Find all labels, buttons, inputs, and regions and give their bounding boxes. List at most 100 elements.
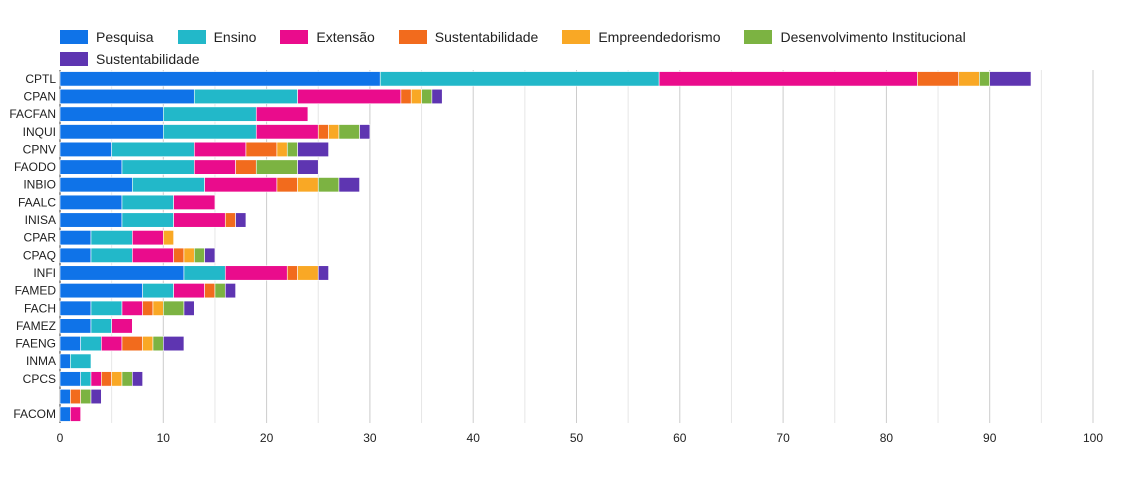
bar-segment [90, 300, 123, 316]
bar-segment [59, 265, 185, 281]
bar-segment [59, 353, 71, 369]
bar-segment [59, 212, 123, 228]
bar-segment [111, 371, 123, 387]
x-tick-label: 60 [673, 431, 687, 445]
bar-segment [59, 71, 381, 87]
bar-segment [317, 124, 329, 140]
bar-segment [121, 194, 174, 210]
bar-segment [90, 318, 112, 334]
bar-segment [101, 336, 123, 352]
bar-segment [80, 371, 92, 387]
bar-segment [297, 177, 319, 193]
x-tick-label: 0 [57, 431, 64, 445]
legend-label: Extensão [316, 29, 375, 45]
category-label: INISA [25, 213, 56, 227]
bar-segment [142, 283, 174, 299]
bar-segment [59, 177, 133, 193]
x-tick-label: 50 [570, 431, 584, 445]
bar-segment [421, 88, 433, 105]
bar-segment [70, 406, 81, 422]
bar-segment [132, 247, 174, 263]
bar-segment [235, 159, 257, 175]
legend-item[interactable]: Desenvolvimento Institucional [744, 26, 966, 48]
bar-segment [59, 124, 164, 140]
bar-segment [163, 106, 257, 122]
bar-segment [658, 71, 918, 87]
bar-segment [297, 88, 402, 105]
bar-segment [204, 283, 216, 299]
bar-segment [183, 300, 195, 316]
category-label: CPAN [24, 89, 56, 103]
bar-segment [410, 88, 422, 105]
bar-segment [142, 300, 154, 316]
bar-segment [70, 353, 92, 369]
bar-segment [59, 88, 195, 105]
bar-segment [59, 283, 143, 299]
bar-segment [59, 141, 112, 157]
bar-segment [59, 388, 71, 405]
bar-segment [70, 388, 81, 405]
legend-swatch [744, 30, 773, 44]
bar-segment [917, 71, 960, 87]
bar-segment [317, 265, 329, 281]
legend-item[interactable]: Ensino [177, 26, 256, 48]
category-label: FAALC [18, 195, 56, 209]
bar-segment [297, 141, 329, 157]
bar-segment [173, 194, 216, 210]
legend-item[interactable]: Sustentabilidade [398, 26, 538, 48]
bar-segment [59, 247, 92, 263]
legend-label: Pesquisa [96, 29, 154, 45]
legend-swatch [60, 52, 88, 66]
legend-swatch [280, 30, 309, 44]
bar-segment [121, 212, 174, 228]
legend-item[interactable]: Pesquisa [60, 26, 154, 48]
bar-segment [183, 247, 195, 263]
bar-segment [173, 247, 185, 263]
legend-swatch [177, 30, 206, 44]
legend-swatch [398, 30, 427, 44]
bar-segment [59, 406, 71, 422]
legend-label: Sustentabilidade [96, 51, 200, 67]
bar-segment [958, 71, 980, 87]
bar-segment [224, 283, 236, 299]
bar-segment [193, 88, 298, 105]
bar-segment [111, 141, 195, 157]
category-label: INMA [26, 354, 56, 368]
bar-segment [142, 336, 154, 352]
bar-segment [400, 88, 412, 105]
legend-item[interactable]: Extensão [280, 26, 375, 48]
bar-segment [101, 371, 112, 387]
bar-segment [59, 318, 92, 334]
bar-segment [59, 194, 123, 210]
bar-segment [90, 388, 102, 405]
bar-segment [224, 265, 288, 281]
category-label: CPCS [23, 372, 56, 386]
bar-segment [163, 300, 185, 316]
bar-segment [80, 388, 92, 405]
bar-segment [59, 336, 81, 352]
category-label: INFI [33, 266, 56, 280]
legend-label: Empreendedorismo [598, 29, 721, 45]
bar-segment [173, 212, 226, 228]
bar-segment [90, 230, 133, 246]
bar-segment [193, 159, 236, 175]
bar-segment [193, 141, 247, 157]
legend-item[interactable]: Sustentabilidade [60, 48, 200, 70]
category-label: FACFAN [9, 107, 56, 121]
category-label: CPTL [25, 72, 56, 86]
category-label: INBIO [23, 178, 56, 192]
bar-segment [59, 230, 92, 246]
x-tick-label: 10 [157, 431, 171, 445]
category-label: INQUI [23, 125, 56, 139]
legend: Pesquisa Ensino Extensão Sustentabilidade Em… [60, 26, 1070, 70]
bar-segment [132, 177, 205, 193]
bar-segment [245, 141, 278, 157]
category-label: CPNV [23, 142, 56, 156]
bar-segment [317, 177, 340, 193]
x-tick-label: 40 [467, 431, 481, 445]
legend-item[interactable]: Empreendedorismo [562, 26, 720, 48]
bar-segment [59, 106, 164, 122]
legend-swatch [562, 30, 591, 44]
